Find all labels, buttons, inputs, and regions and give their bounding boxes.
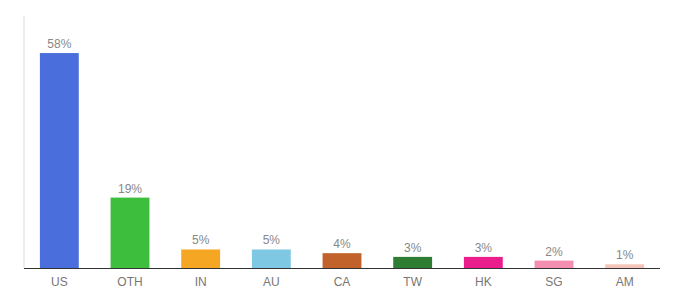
x-tick-label: US bbox=[51, 275, 68, 289]
data-label: 3% bbox=[475, 241, 493, 255]
data-label: 2% bbox=[545, 245, 563, 259]
bar bbox=[40, 53, 79, 268]
bar bbox=[605, 264, 644, 268]
chart-svg: US OTH IN AU CA TW HK SG AM 58% 19% 5% 5% 4% 3% 3% 2% 1% bbox=[0, 0, 680, 300]
x-tick-label: SG bbox=[545, 275, 562, 289]
x-tick-label: CA bbox=[334, 275, 351, 289]
bar bbox=[535, 261, 574, 268]
y-range-line bbox=[24, 16, 25, 268]
bar bbox=[181, 249, 220, 268]
data-label: 4% bbox=[333, 237, 351, 251]
bar bbox=[252, 249, 291, 268]
x-tick-label: TW bbox=[403, 275, 422, 289]
x-axis bbox=[24, 268, 660, 269]
x-tick-label: HK bbox=[475, 275, 492, 289]
x-tick-label: AM bbox=[616, 275, 634, 289]
bar bbox=[111, 198, 150, 268]
chart-container: US OTH IN AU CA TW HK SG AM 58% 19% 5% 5% 4% 3% 3% 2% 1% bbox=[0, 0, 680, 300]
data-label: 58% bbox=[47, 37, 71, 51]
data-label: 5% bbox=[263, 233, 281, 247]
x-tick-label: IN bbox=[195, 275, 207, 289]
data-label: 3% bbox=[404, 241, 422, 255]
x-tick-label: OTH bbox=[117, 275, 142, 289]
bars bbox=[40, 53, 644, 268]
data-label: 1% bbox=[616, 248, 634, 262]
data-label: 19% bbox=[118, 182, 142, 196]
bar bbox=[393, 257, 432, 268]
x-tick-label: AU bbox=[263, 275, 280, 289]
data-label: 5% bbox=[192, 233, 210, 247]
bar bbox=[323, 253, 362, 268]
bar bbox=[464, 257, 503, 268]
